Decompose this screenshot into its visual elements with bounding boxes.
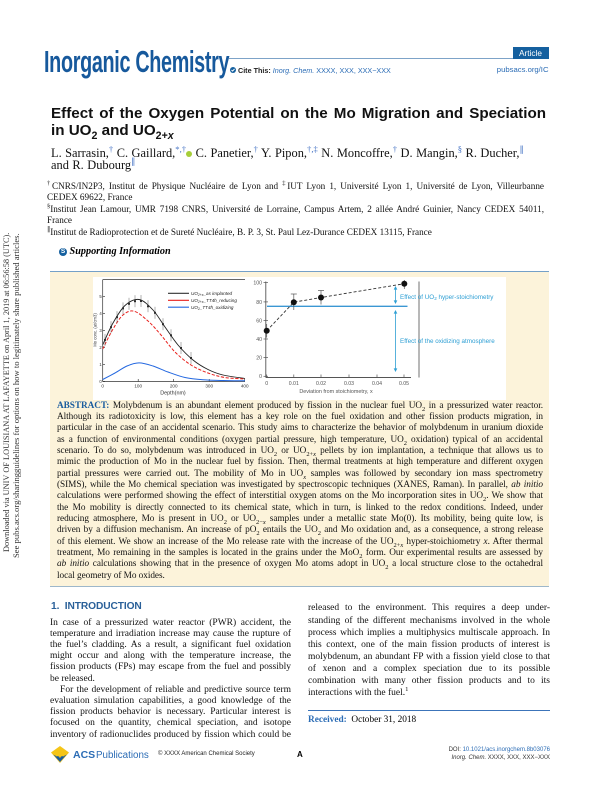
svg-text:1: 1: [99, 362, 102, 367]
svg-text:100: 100: [134, 383, 142, 388]
svg-text:0.02: 0.02: [316, 381, 326, 387]
svg-text:ACS: ACS: [73, 749, 95, 761]
svg-text:0: 0: [101, 383, 104, 388]
svg-text:60: 60: [256, 318, 262, 324]
svg-text:0: 0: [99, 379, 102, 384]
svg-text:2: 2: [99, 345, 102, 350]
svg-text:0.03: 0.03: [344, 381, 354, 387]
svg-text:400: 400: [241, 383, 249, 388]
svg-text:5: 5: [99, 294, 102, 299]
svg-text:300: 300: [205, 383, 213, 388]
svg-text:0: 0: [259, 374, 262, 380]
svg-text:0.01: 0.01: [289, 381, 299, 387]
svg-text:200: 200: [170, 383, 178, 388]
svg-text:0.04: 0.04: [372, 381, 382, 387]
svg-text:0: 0: [265, 381, 268, 387]
svg-text:Depth(nm): Depth(nm): [160, 390, 186, 396]
svg-text:3: 3: [99, 328, 102, 333]
svg-text:Deviation from stoichiometry,: Deviation from stoichiometry, x: [299, 389, 373, 395]
svg-text:40: 40: [256, 337, 262, 343]
svg-text:Effect of UO2 hyper-stoichiome: Effect of UO2 hyper-stoichiometry: [400, 294, 494, 301]
svg-text:UO2+x_TT4h_reducing: UO2+x_TT4h_reducing: [191, 298, 237, 304]
svg-text:UO2+x_as implanted: UO2+x_as implanted: [191, 291, 232, 297]
svg-text:UO2_TT4h_oxidizing: UO2_TT4h_oxidizing: [191, 305, 234, 311]
svg-text:20: 20: [256, 355, 262, 361]
svg-text:Effect of the oxidizing atmosp: Effect of the oxidizing atmosphere: [400, 338, 495, 345]
svg-text:4: 4: [99, 311, 102, 316]
svg-text:100: 100: [253, 280, 262, 286]
svg-text:0.05: 0.05: [399, 381, 409, 387]
svg-text:80: 80: [256, 299, 262, 305]
svg-text:Mo conc. (at/cm3): Mo conc. (at/cm3): [93, 312, 98, 346]
svg-text:Publications: Publications: [96, 750, 149, 761]
